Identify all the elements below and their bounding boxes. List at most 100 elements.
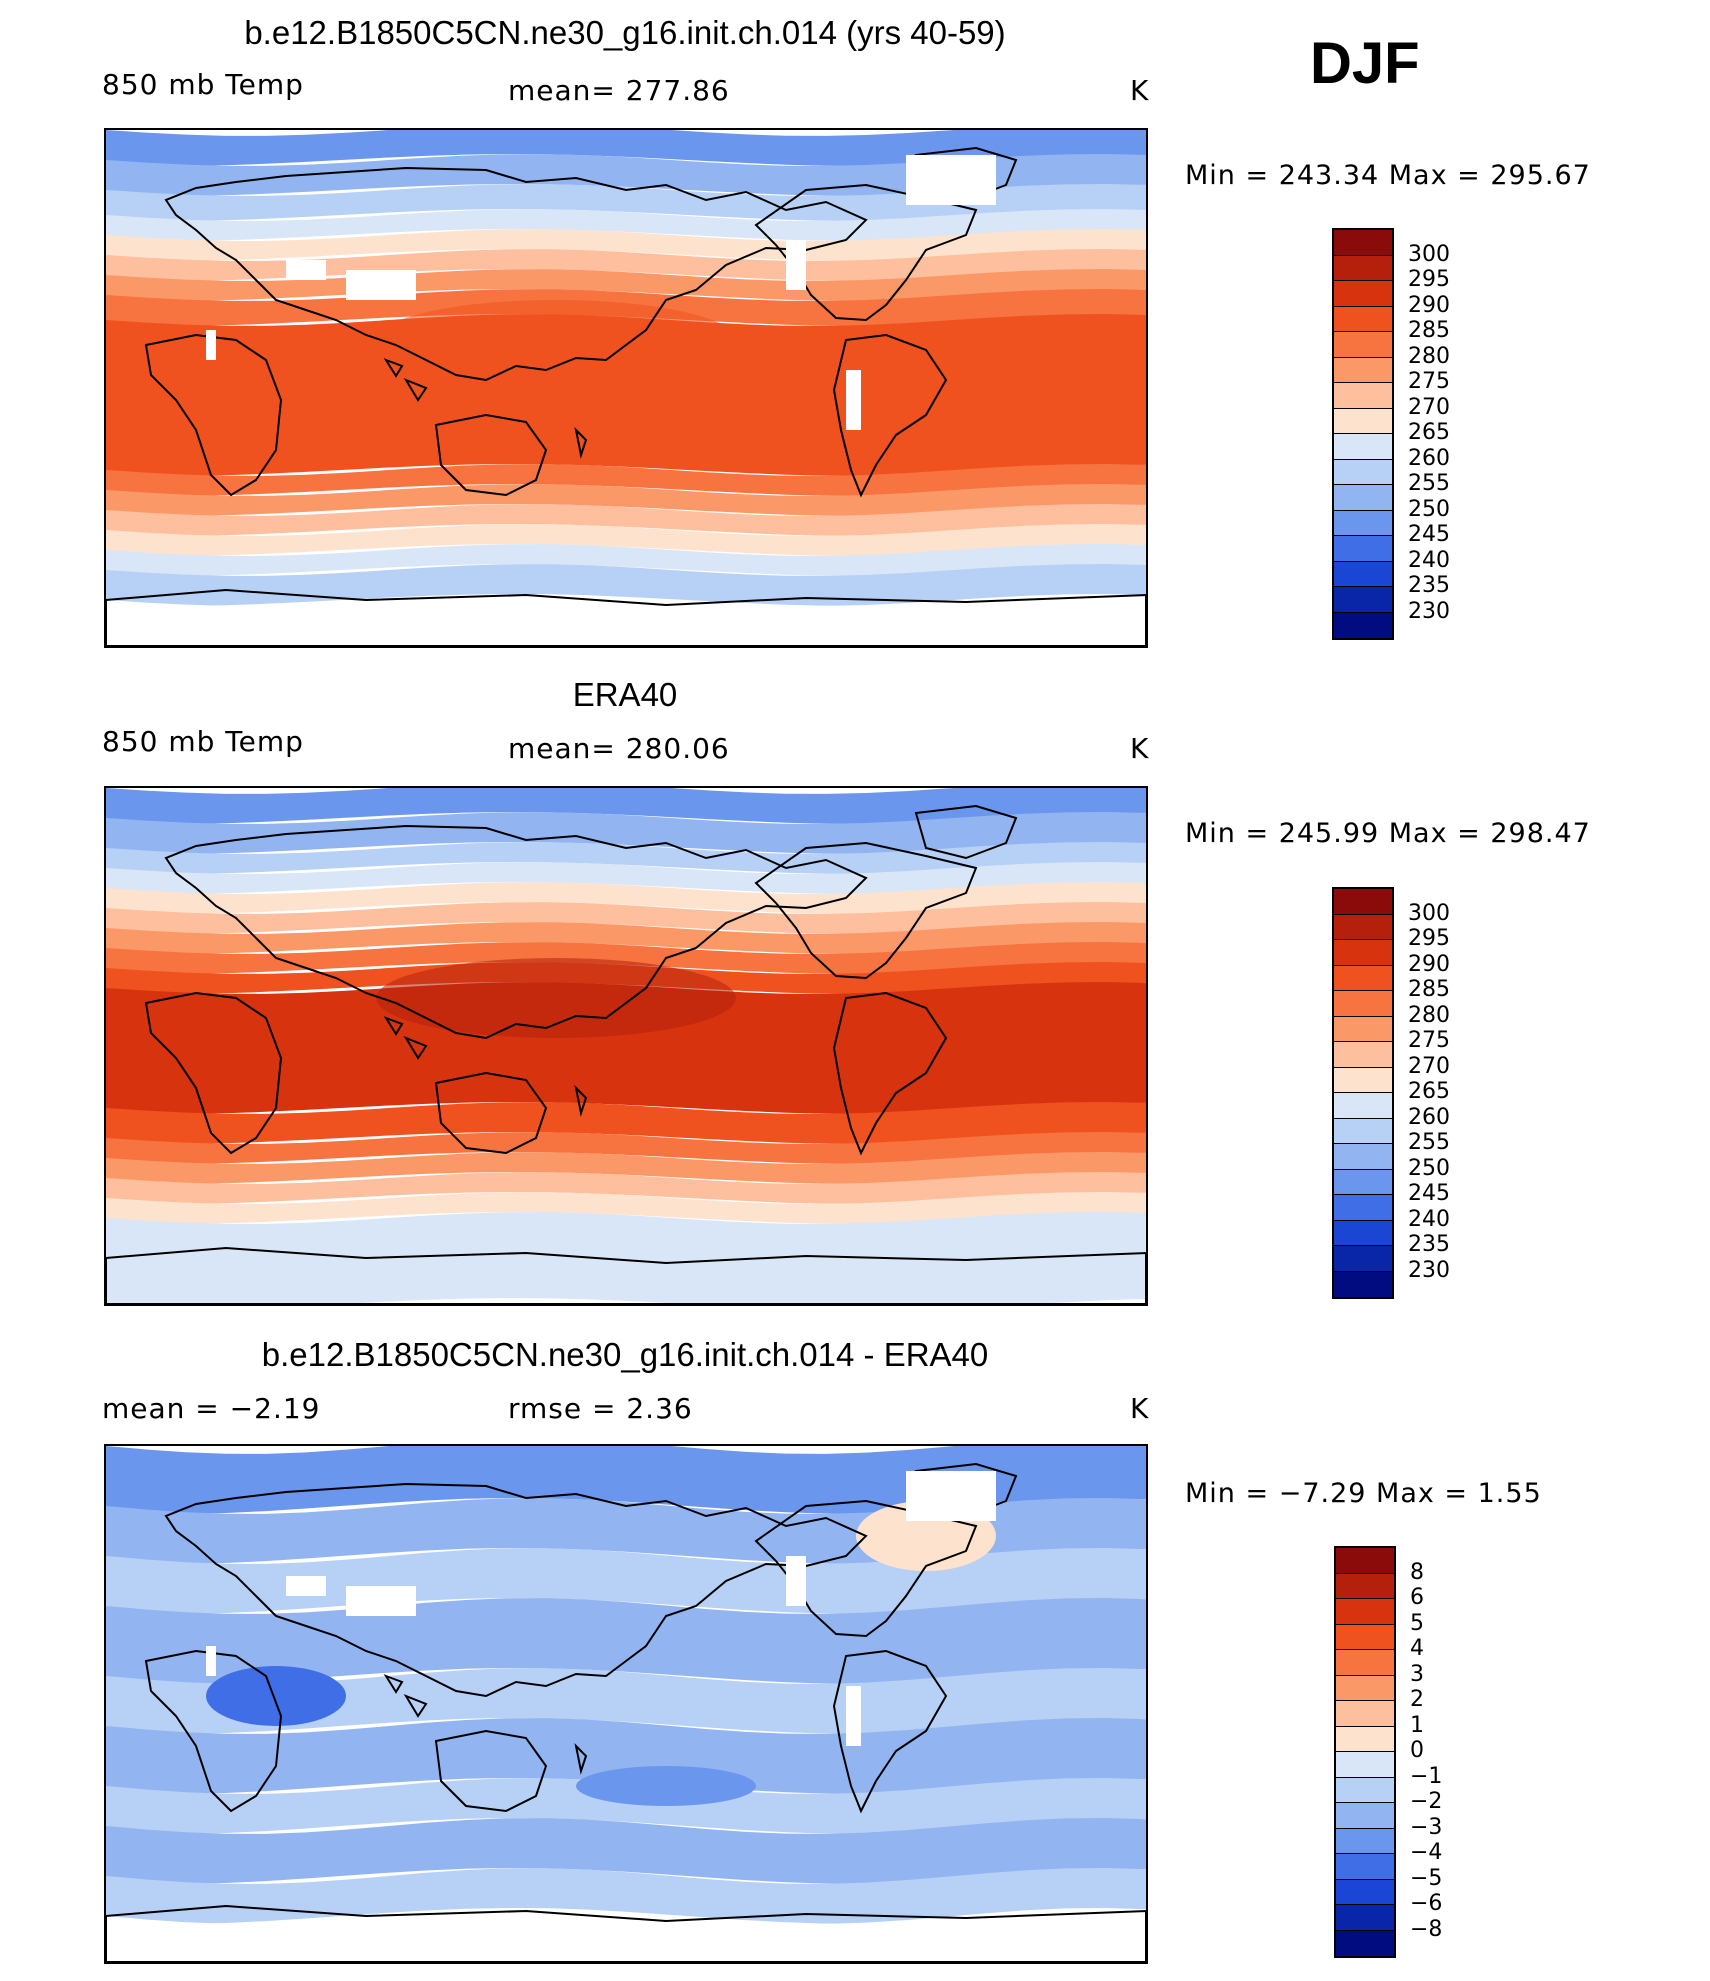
colorbar-swatch <box>1334 1195 1392 1221</box>
temperature-band <box>106 130 1146 166</box>
temperature-band <box>106 1778 1146 1834</box>
panel3-rmse-label: rmse = 2.36 <box>508 1392 693 1425</box>
colorbar-swatch <box>1334 1067 1392 1093</box>
coastline <box>106 1904 1146 1962</box>
colorbar-tick-label: −2 <box>1410 1789 1443 1814</box>
colorbar-swatch <box>1336 1879 1394 1905</box>
panel3-map <box>104 1444 1148 1964</box>
panel1-units: K <box>1130 74 1150 107</box>
colorbar-swatch <box>1336 1752 1394 1778</box>
colorbar-swatch <box>1334 459 1392 485</box>
panel3-units: K <box>1130 1392 1150 1425</box>
colorbar-tick-label: −6 <box>1410 1891 1443 1916</box>
colorbar-tick-label: 270 <box>1408 394 1450 420</box>
colorbar-tick-label: 230 <box>1408 598 1450 624</box>
colorbar-tick-label: 4 <box>1410 1636 1424 1661</box>
warm-pool <box>376 958 736 1038</box>
colorbar-swatch <box>1334 1016 1392 1042</box>
panel1-min-max: Min = 243.34 Max = 295.67 <box>1185 160 1591 191</box>
colorbar-tick-label: 275 <box>1408 369 1450 394</box>
colorbar-tick-label: 255 <box>1408 471 1450 496</box>
colorbar-tick-label: 270 <box>1408 1053 1450 1079</box>
colorbar-tick-label: 230 <box>1408 1257 1450 1283</box>
colorbar-swatch <box>1336 1777 1394 1803</box>
colorbar-tick-label: −8 <box>1410 1916 1443 1942</box>
temperature-band <box>106 862 1146 894</box>
colorbar-tick-label: 260 <box>1408 445 1450 471</box>
temperature-band <box>106 1192 1146 1224</box>
coastline <box>383 358 404 378</box>
panel2-mean-label: mean= 280.06 <box>508 732 730 765</box>
colorbar-tick-label: −5 <box>1410 1865 1443 1891</box>
temperature-band <box>106 1212 1146 1304</box>
colorbar-tick-label: 250 <box>1408 1155 1450 1181</box>
panel3-map-field <box>106 1446 1146 1962</box>
coastline <box>434 1071 548 1155</box>
colorbar-swatch <box>1336 1675 1394 1701</box>
temperature-band <box>106 524 1146 556</box>
colorbar-swatch <box>1334 306 1392 332</box>
colorbar-swatch <box>1334 1220 1392 1246</box>
colorbar-swatch <box>1334 434 1392 460</box>
colorbar-tick-label: 0 <box>1410 1738 1424 1763</box>
coastline <box>383 1016 404 1036</box>
colorbar-swatch <box>1334 1093 1392 1119</box>
temperature-band <box>106 314 1146 476</box>
colorbar-swatch <box>1334 561 1392 587</box>
colorbar-swatch <box>1336 1624 1394 1650</box>
colorbar-swatch <box>1334 1246 1392 1272</box>
colorbar-tick-label: 255 <box>1408 1130 1450 1155</box>
colorbar-tick-label: 8 <box>1410 1559 1424 1585</box>
colorbar-tick-label: 250 <box>1408 496 1450 522</box>
colorbar-tick-label: 245 <box>1408 522 1450 547</box>
panel1-map-field <box>106 130 1146 646</box>
masked-region <box>346 270 416 300</box>
colorbar-swatch <box>1334 587 1392 613</box>
panel1-variable-label: 850 mb Temp <box>102 68 304 101</box>
temperature-band <box>106 209 1146 241</box>
colorbar-tick-label: 6 <box>1410 1585 1424 1610</box>
temperature-band <box>106 184 1146 221</box>
colorbar-swatch <box>1334 510 1392 536</box>
panel2-units: K <box>1130 732 1150 765</box>
colorbar-tick-label: 235 <box>1408 1232 1450 1257</box>
coastline <box>144 333 283 497</box>
masked-region <box>286 260 326 280</box>
colorbar-swatch <box>1334 965 1392 991</box>
masked-region <box>206 1646 216 1676</box>
temperature-band <box>106 942 1146 974</box>
colorbar-tick-label: 2 <box>1410 1687 1424 1712</box>
masked-region <box>906 1471 996 1521</box>
temperature-band <box>106 544 1146 576</box>
panel1-mean-label: mean= 277.86 <box>508 74 730 107</box>
colorbar-swatch <box>1334 1169 1392 1195</box>
temperature-band <box>106 842 1146 874</box>
temperature-band <box>106 564 1146 606</box>
temperature-band <box>106 1446 1146 1514</box>
coastline <box>574 426 588 459</box>
colorbar-tick-label: 5 <box>1410 1610 1424 1636</box>
temperature-band <box>106 229 1146 261</box>
temperature-band <box>106 902 1146 934</box>
colorbar-tick-label: 3 <box>1410 1661 1424 1687</box>
temperature-band <box>106 882 1146 914</box>
colorbar-tick-label: 265 <box>1408 420 1450 445</box>
colorbar-tick-label: 245 <box>1408 1181 1450 1206</box>
colorbar-swatch <box>1334 408 1392 434</box>
colorbar-swatch <box>1334 914 1392 940</box>
coastline <box>403 1035 428 1060</box>
colorbar-swatch <box>1334 536 1392 562</box>
masked-region <box>786 1556 806 1606</box>
cold-anomaly <box>576 1766 756 1806</box>
colorbar-tick-label: 295 <box>1408 267 1450 292</box>
colorbar-swatch <box>1336 1930 1394 1956</box>
panel2-title: ERA40 <box>572 676 678 713</box>
cold-anomaly <box>206 1666 346 1726</box>
panel1-map <box>104 128 1148 648</box>
coastline <box>754 841 978 980</box>
colorbar-tick-label: 300 <box>1408 241 1450 267</box>
colorbar-swatch <box>1334 230 1392 256</box>
coastline <box>144 1649 283 1813</box>
coastline <box>164 166 868 382</box>
temperature-band <box>106 464 1146 496</box>
